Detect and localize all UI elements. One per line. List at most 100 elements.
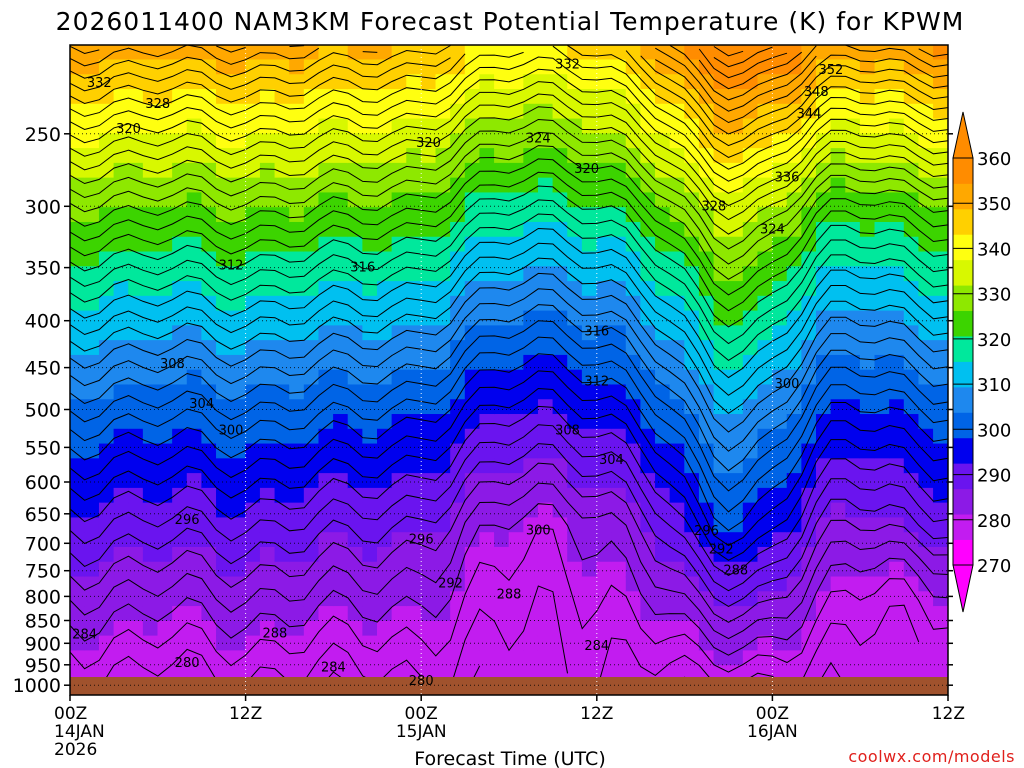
band-cell: [289, 89, 305, 105]
band-cell: [537, 443, 554, 459]
band-cell: [537, 133, 554, 149]
band-cell: [245, 369, 261, 386]
band-cell: [684, 487, 700, 504]
band-cell: [406, 399, 422, 415]
band-cell: [611, 340, 627, 356]
band-cell: [70, 295, 85, 312]
band-cell: [523, 487, 539, 504]
band-cell: [347, 74, 363, 90]
isotherm-318: [70, 199, 948, 345]
band-cell: [567, 576, 583, 592]
band-cell: [655, 561, 671, 578]
band-cell: [435, 620, 451, 637]
band-cell: [333, 310, 349, 326]
band-cell: [186, 665, 202, 681]
band-cell: [713, 177, 729, 194]
band-cell: [98, 177, 115, 194]
band-cell: [523, 221, 539, 238]
band-cell: [362, 561, 378, 578]
band-cell: [640, 266, 656, 282]
band-cell: [494, 620, 510, 637]
band-cell: [625, 89, 641, 105]
band-cell: [113, 133, 129, 149]
band-cell: [435, 103, 451, 120]
band-cell: [84, 340, 100, 356]
band-cell: [230, 221, 246, 238]
band-cell: [274, 310, 290, 326]
colorbar-label: 340: [977, 239, 1011, 260]
band-cell: [903, 443, 920, 459]
band-cell: [494, 561, 510, 578]
band-cell: [918, 266, 934, 282]
band-cell: [523, 118, 539, 134]
band-cell: [333, 59, 349, 75]
band-cell: [816, 591, 832, 607]
band-cell: [186, 414, 202, 430]
band-cell: [420, 384, 437, 400]
band-cell: [113, 192, 129, 208]
band-cell: [523, 650, 539, 666]
band-cell: [669, 620, 685, 637]
band-cell: [816, 251, 832, 267]
band-cell: [889, 517, 905, 533]
band-cell: [142, 192, 159, 208]
band-cell: [70, 207, 85, 223]
band-cell: [816, 384, 832, 400]
band-cell: [259, 546, 276, 563]
band-cell: [845, 443, 861, 459]
band-cell: [757, 103, 773, 120]
band-cell: [333, 487, 349, 504]
band-cell: [859, 266, 876, 282]
band-cell: [640, 59, 656, 75]
band-cell: [142, 45, 159, 61]
band-cell: [508, 384, 524, 400]
band-cell: [508, 591, 524, 607]
band-cell: [918, 428, 934, 445]
isotherm-308: [70, 272, 948, 433]
band-cell: [801, 103, 817, 120]
band-cell: [333, 251, 349, 267]
y-tick-label: 750: [25, 561, 61, 583]
band-cell: [303, 532, 320, 548]
band-cell: [377, 221, 393, 238]
band-cell: [581, 45, 598, 61]
band-cell: [172, 236, 188, 253]
band-cell: [816, 192, 832, 208]
band-cell: [435, 162, 451, 179]
band-cell: [889, 45, 905, 61]
band-cell: [669, 236, 685, 253]
band-cell: [698, 650, 715, 666]
band-cell: [406, 325, 422, 341]
band-cell: [435, 281, 451, 297]
band-cell: [479, 207, 495, 223]
band-cell: [772, 517, 788, 533]
band-cell: [816, 354, 832, 371]
band-cell: [625, 399, 641, 415]
band-cell: [728, 162, 744, 179]
band-cell: [377, 576, 393, 592]
band-cell: [874, 295, 890, 312]
band-cell: [830, 266, 846, 282]
band-cell: [537, 340, 554, 356]
band-cell: [420, 620, 437, 637]
band-cell: [259, 354, 276, 371]
band-cell: [903, 251, 920, 267]
y-tick-label: 250: [25, 124, 61, 146]
band-cell: [508, 236, 524, 253]
band-cell: [669, 103, 685, 120]
band-cell: [435, 325, 451, 341]
band-cell: [172, 502, 188, 519]
band-cell: [903, 221, 920, 238]
band-cell: [523, 576, 539, 592]
band-cell: [830, 414, 846, 430]
band-cell: [816, 310, 832, 326]
band-cell: [479, 354, 495, 371]
band-cell: [523, 148, 539, 164]
band-cell: [450, 591, 466, 607]
band-cell: [698, 325, 715, 341]
band-cell: [918, 443, 934, 459]
band-cell: [552, 177, 568, 194]
band-cell: [84, 281, 100, 297]
band-cell: [201, 369, 217, 386]
band-cell: [113, 354, 129, 371]
